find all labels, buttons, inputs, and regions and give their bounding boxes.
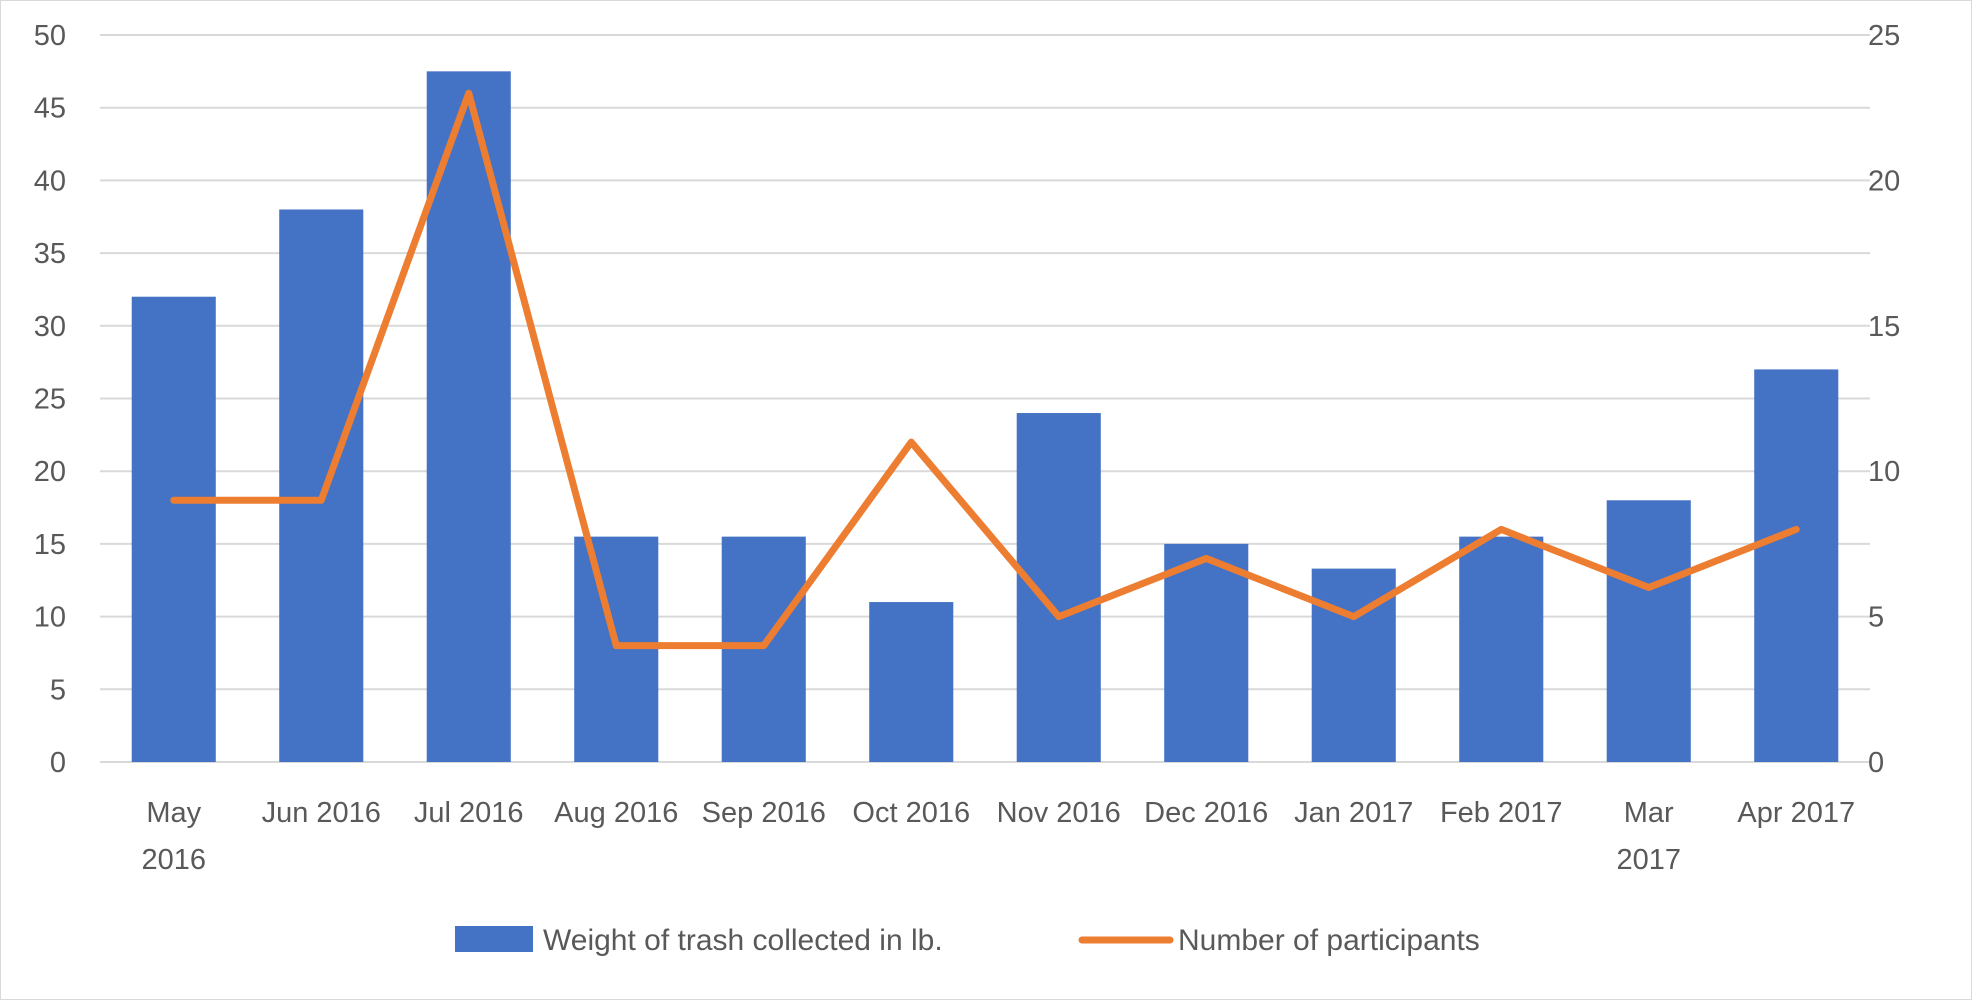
bar: [131, 296, 216, 762]
x-tick-label: Feb 2017: [1440, 797, 1563, 829]
legend-swatch-bar: [455, 926, 533, 952]
x-tick-label: Mar 2017: [1616, 797, 1681, 876]
participants-line: [170, 89, 1800, 650]
y-tick-label: 50: [34, 20, 66, 52]
bar: [1754, 369, 1839, 762]
left-y-axis: 0 5 10 15 20 25 30 35 40 45 50: [34, 20, 66, 779]
bar: [1016, 413, 1101, 762]
y-tick-label: 20: [34, 456, 66, 488]
y-tick-label: 0: [50, 747, 66, 779]
x-tick-label-line: Feb 2017: [1440, 797, 1563, 829]
x-tick-label-line: Apr 2017: [1737, 797, 1855, 829]
bar: [1606, 500, 1691, 762]
bar-series: [131, 71, 1839, 763]
x-tick-label-line: Sep 2016: [702, 797, 826, 829]
y-tick-label: 5: [50, 674, 66, 706]
y2-tick-label: 0: [1868, 747, 1884, 779]
x-tick-label: Dec 2016: [1144, 797, 1268, 829]
y-tick-label: 30: [34, 311, 66, 343]
y-tick-label: 25: [34, 384, 66, 416]
bar: [869, 602, 954, 762]
x-tick-label: May 2016: [141, 797, 206, 876]
x-tick-label-line: Jul 2016: [414, 797, 524, 829]
x-tick-label: Jan 2017: [1294, 797, 1413, 829]
legend: Weight of trash collected in lb. Number o…: [455, 924, 1480, 957]
y-tick-label: 10: [34, 602, 66, 634]
x-tick-label-line: Mar: [1624, 797, 1674, 829]
x-tick-label-line: Aug 2016: [554, 797, 678, 829]
y-tick-label: 15: [34, 529, 66, 561]
x-tick-label-line: 2016: [141, 844, 206, 876]
y-tick-label: 35: [34, 238, 66, 270]
legend-label-weight: Weight of trash collected in lb.: [543, 924, 943, 957]
bar: [1459, 536, 1544, 762]
x-tick-label-line: Dec 2016: [1144, 797, 1268, 829]
x-tick-label-line: Jan 2017: [1294, 797, 1413, 829]
y2-tick-label: 10: [1868, 456, 1900, 488]
y2-tick-label: 25: [1868, 20, 1900, 52]
x-tick-label-line: May: [146, 797, 201, 829]
right-y-axis: 0 5 10 15 20 25: [1868, 20, 1900, 779]
bar: [1164, 543, 1249, 762]
gridlines: [100, 34, 1870, 763]
y2-tick-label: 15: [1868, 311, 1900, 343]
x-axis: May 2016 Jun 2016 Jul 2016 Aug 2016 Sep 2016 O…: [141, 797, 1855, 876]
bar: [279, 209, 364, 763]
x-tick-label: Nov 2016: [997, 797, 1121, 829]
legend-label-participants: Number of participants: [1178, 924, 1480, 957]
x-tick-label-line: 2017: [1616, 844, 1681, 876]
x-tick-label: Jun 2016: [262, 797, 381, 829]
bar: [574, 536, 659, 762]
x-tick-label: Jul 2016: [414, 797, 524, 829]
x-tick-label-line: Nov 2016: [997, 797, 1121, 829]
x-tick-label: Apr 2017: [1737, 797, 1855, 829]
bar: [721, 536, 806, 762]
line-series: [170, 89, 1800, 650]
x-tick-label: Sep 2016: [702, 797, 826, 829]
y2-tick-label: 20: [1868, 165, 1900, 197]
y2-tick-label: 5: [1868, 602, 1884, 634]
x-tick-label-line: Oct 2016: [852, 797, 970, 829]
x-tick-label-line: Jun 2016: [262, 797, 381, 829]
y-tick-label: 40: [34, 165, 66, 197]
y-tick-label: 45: [34, 93, 66, 125]
x-tick-label: Oct 2016: [852, 797, 970, 829]
x-tick-label: Aug 2016: [554, 797, 678, 829]
